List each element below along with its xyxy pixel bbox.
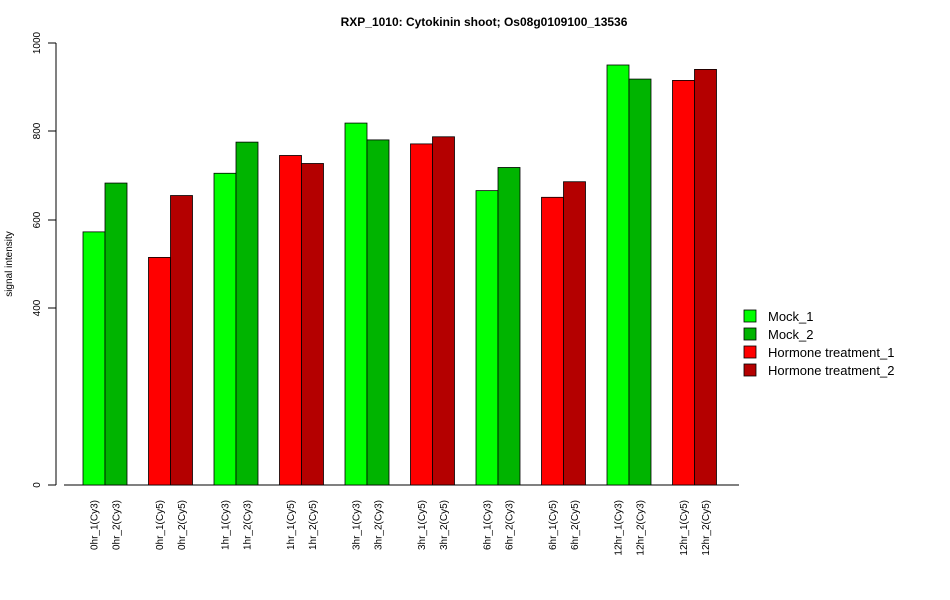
x-tick-label: 1hr_2(Cy5) xyxy=(308,500,319,550)
legend-swatch xyxy=(743,309,757,323)
legend-label: Mock_1 xyxy=(768,309,814,324)
bar xyxy=(475,190,499,486)
bar xyxy=(104,182,128,486)
bars xyxy=(82,64,717,486)
legend-swatch xyxy=(743,345,757,359)
legend-swatch xyxy=(743,363,757,377)
bar xyxy=(235,141,259,486)
chart-title: RXP_1010: Cytokinin shoot; Os08g0109100_… xyxy=(341,15,628,29)
y-tick-label: 1000 xyxy=(32,31,43,54)
x-tick-label: 3hr_1(Cy3) xyxy=(352,500,363,550)
bar xyxy=(497,167,521,486)
bar xyxy=(344,122,368,486)
x-tick-label: 1hr_2(Cy3) xyxy=(243,500,254,550)
bar xyxy=(606,64,630,486)
x-tick-label: 12hr_1(Cy5) xyxy=(679,500,690,556)
x-tick-label: 12hr_1(Cy3) xyxy=(614,500,625,556)
bar xyxy=(694,69,717,486)
x-tick-label: 0hr_1(Cy5) xyxy=(155,500,166,550)
x-tick-label: 3hr_2(Cy5) xyxy=(439,500,450,550)
bar xyxy=(148,256,171,486)
x-tick-label: 6hr_1(Cy5) xyxy=(548,500,559,550)
legend-swatch xyxy=(743,327,757,341)
y-tick-label: 800 xyxy=(32,122,43,139)
bar xyxy=(301,163,324,486)
y-tick-label: 0 xyxy=(32,482,43,488)
y-ticks: 0 400 600 800 1000 xyxy=(32,31,56,488)
legend: Mock_1 Mock_2 Hormone treatment_1 Hormone t… xyxy=(743,309,894,378)
bar xyxy=(279,155,302,486)
bar xyxy=(672,80,695,486)
legend-label: Mock_2 xyxy=(768,327,814,342)
x-tick-labels: 0hr_1(Cy3) 0hr_2(Cy3) 0hr_1(Cy5) 0hr_2(Cy5)… xyxy=(90,500,713,556)
bar xyxy=(628,78,652,486)
legend-label: Hormone treatment_1 xyxy=(768,345,894,360)
x-tick-label: 12hr_2(Cy3) xyxy=(636,500,647,556)
x-tick-label: 1hr_1(Cy5) xyxy=(286,500,297,550)
x-tick-label: 0hr_2(Cy5) xyxy=(177,500,188,550)
bar xyxy=(410,143,433,486)
x-tick-label: 6hr_2(Cy3) xyxy=(505,500,516,550)
x-tick-label: 1hr_1(Cy3) xyxy=(221,500,232,550)
y-tick-label: 600 xyxy=(32,211,43,228)
bar xyxy=(563,181,586,486)
y-axis-label: signal intensity xyxy=(4,231,15,297)
bar xyxy=(82,231,106,486)
x-tick-label: 6hr_2(Cy5) xyxy=(570,500,581,550)
legend-label: Hormone treatment_2 xyxy=(768,363,894,378)
bar xyxy=(541,196,564,486)
x-tick-label: 6hr_1(Cy3) xyxy=(483,500,494,550)
y-tick-label: 400 xyxy=(32,299,43,316)
x-tick-label: 12hr_2(Cy5) xyxy=(701,500,712,556)
x-tick-label: 0hr_1(Cy3) xyxy=(90,500,101,550)
bar xyxy=(170,195,193,486)
x-tick-label: 0hr_2(Cy3) xyxy=(112,500,123,550)
x-tick-label: 3hr_1(Cy5) xyxy=(417,500,428,550)
bar xyxy=(432,136,455,486)
bar xyxy=(213,172,237,486)
x-tick-label: 3hr_2(Cy3) xyxy=(374,500,385,550)
bar xyxy=(366,139,390,486)
